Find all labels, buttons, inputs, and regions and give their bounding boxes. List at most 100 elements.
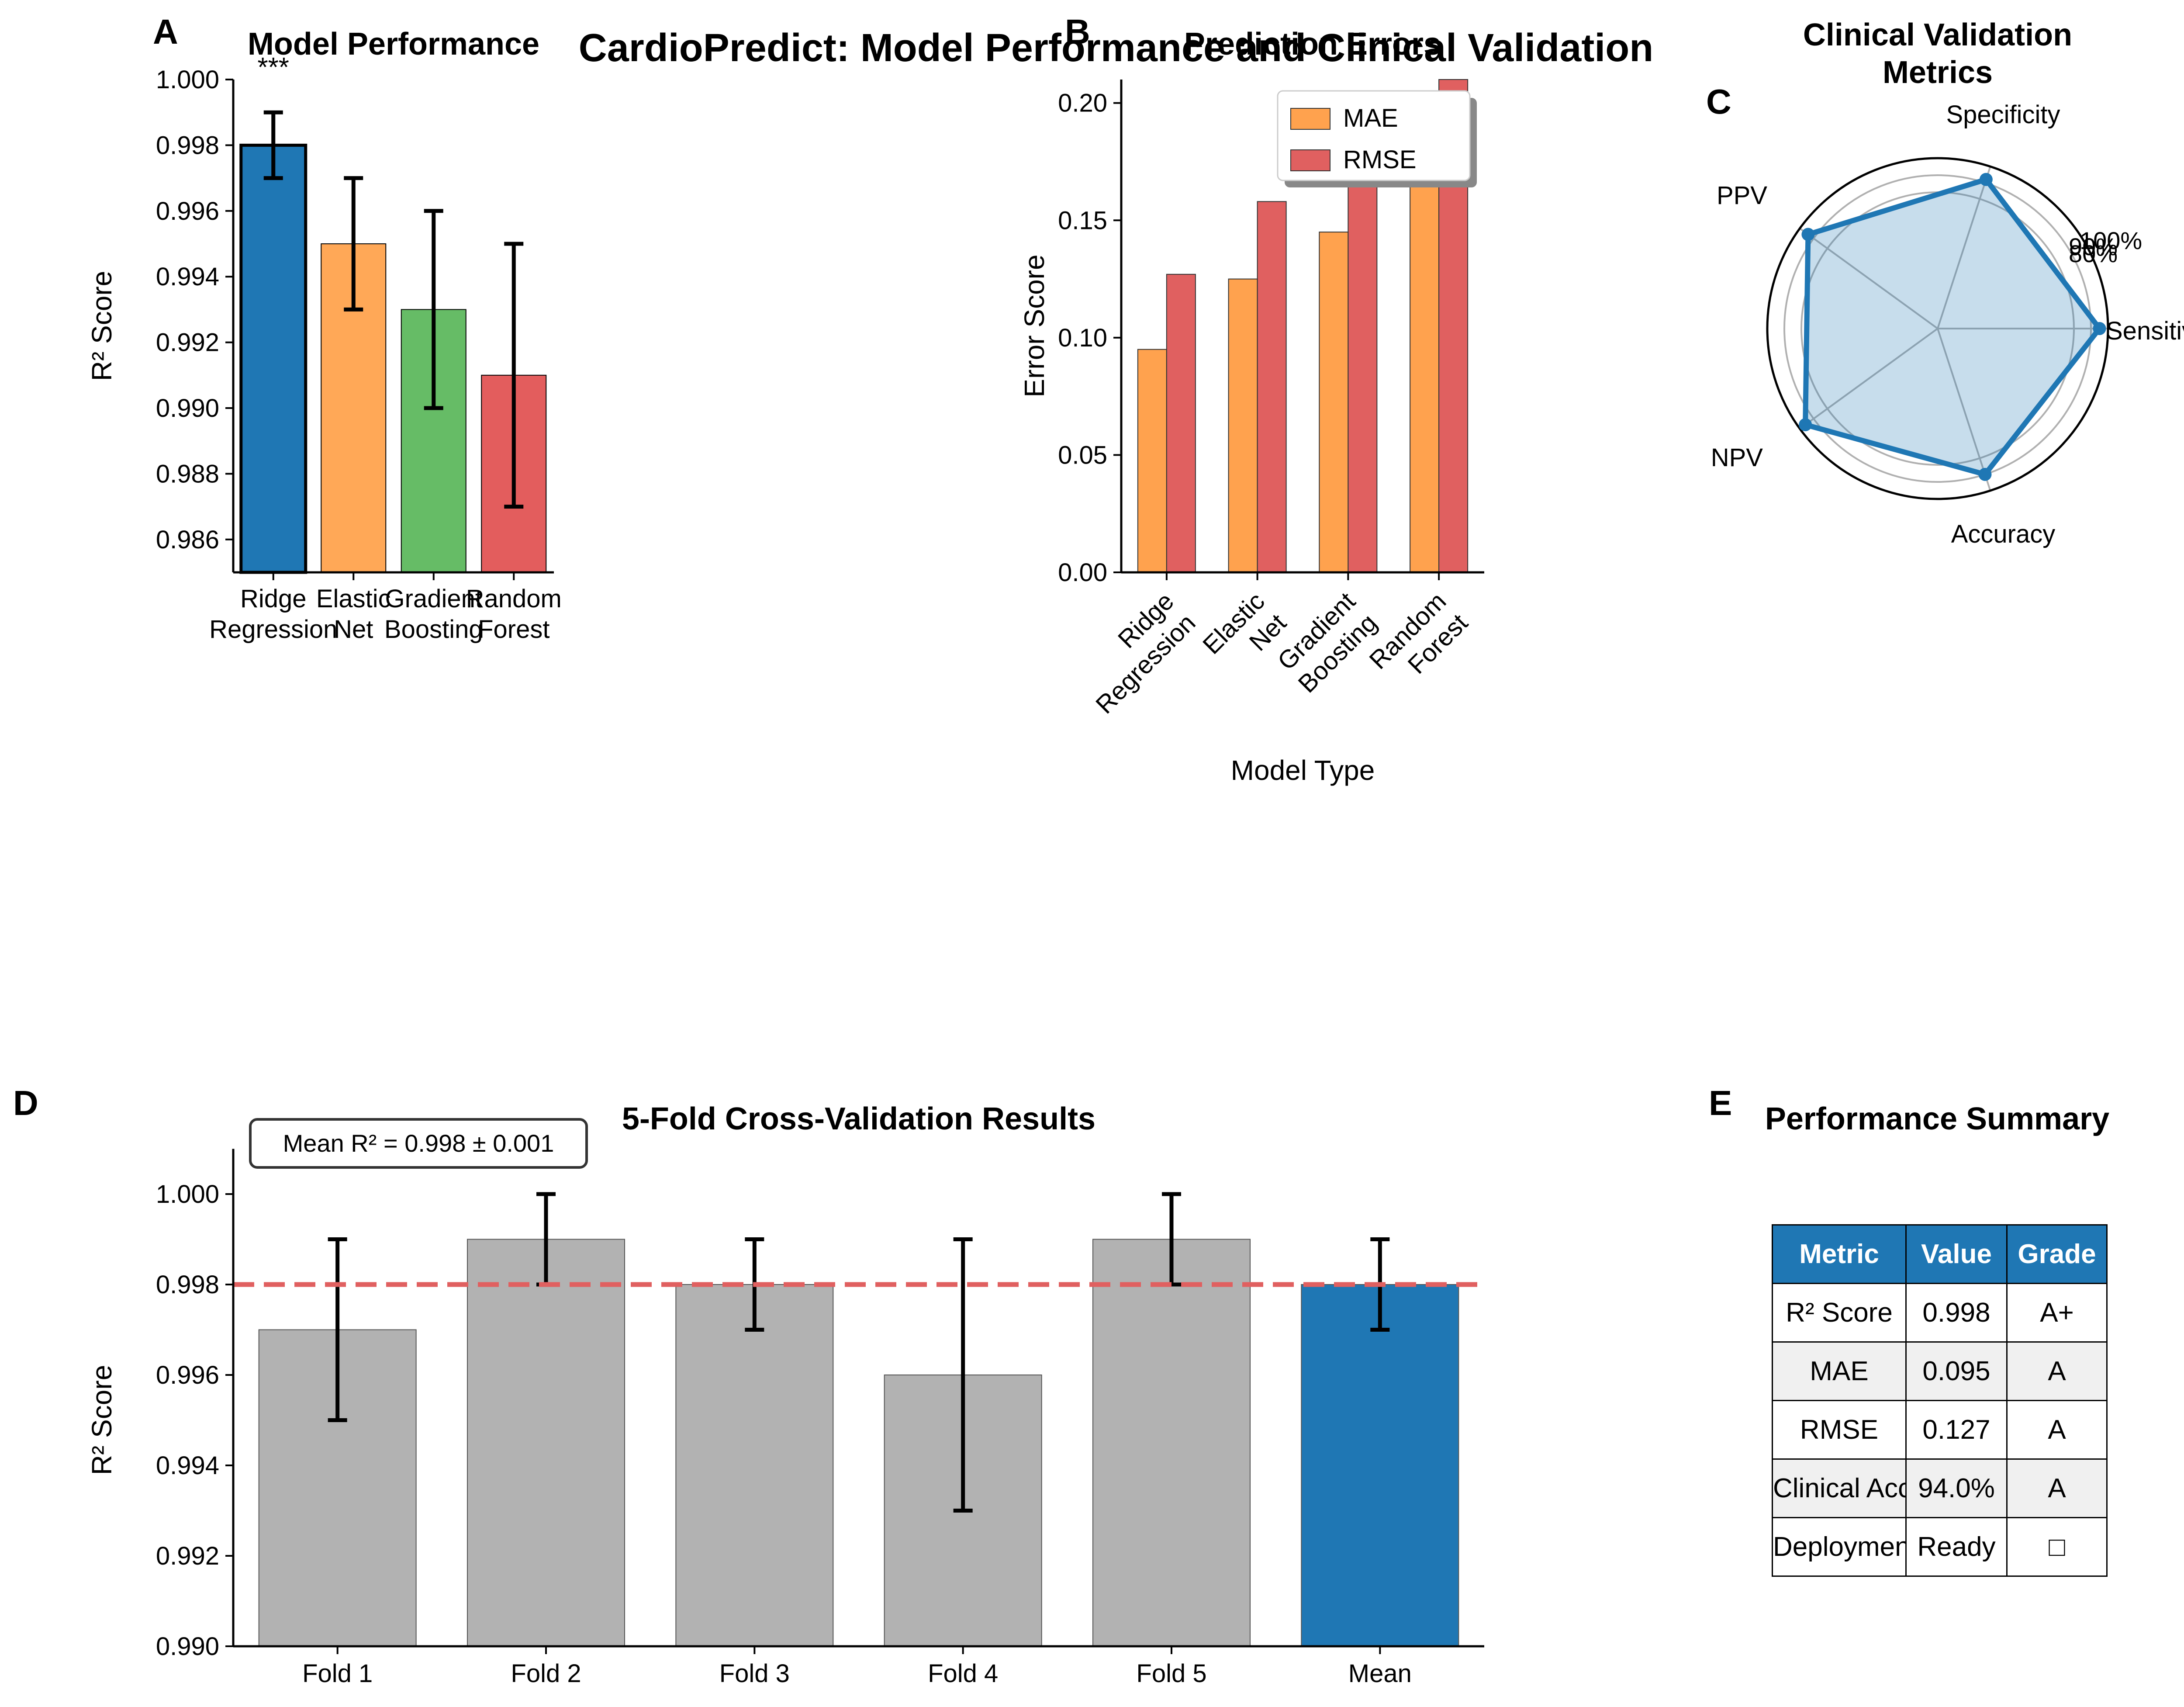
axis-label-ppv: PPV xyxy=(1717,181,1767,210)
table-row: MAE 0.095 A xyxy=(1772,1341,2108,1401)
y-axis-label: R² Score xyxy=(86,1365,117,1475)
radar-outer-ring xyxy=(1766,157,2109,500)
y-tick-label: 0.990 xyxy=(156,1632,219,1661)
table-cell-metric: R² Score xyxy=(1772,1283,1907,1343)
table-row: Deployment Ready □ xyxy=(1772,1517,2108,1577)
bar-mae-ridge-regression xyxy=(1137,349,1167,573)
radar-point-accuracy xyxy=(1978,467,1992,481)
chart-title: 5-Fold Cross-Validation Results xyxy=(622,1101,1095,1136)
radar-point-npv xyxy=(1799,418,1812,432)
performance-summary-table: Metric Value Grade R² Score 0.998 A+ MAE 0.095… xyxy=(1772,1224,2108,1577)
y-axis-label: Error Score xyxy=(1019,254,1050,397)
y-tick-label: 0.994 xyxy=(156,1451,219,1480)
legend-swatch-rmse xyxy=(1290,149,1330,171)
table-header-row: Metric Value Grade xyxy=(1772,1224,2108,1284)
y-tick-label: 0.00 xyxy=(1058,558,1107,587)
axis-label-sensitivity: Sensitivity xyxy=(2106,317,2184,345)
x-tick-label: GradientBoosting xyxy=(1271,587,1382,698)
bar-rmse-elastic-net xyxy=(1257,201,1287,573)
bar-mae-elastic-net xyxy=(1228,278,1258,573)
panel-letter-e: E xyxy=(1709,1084,1732,1122)
y-tick-label: 0.998 xyxy=(156,1271,219,1299)
y-tick-label: 0.20 xyxy=(1058,89,1107,118)
table-cell-grade: A xyxy=(2006,1400,2108,1460)
panel-letter-d: D xyxy=(13,1084,38,1122)
x-tick-label: ElasticNet xyxy=(1197,587,1292,681)
axis-label-specificity: Specificity xyxy=(1946,100,2060,129)
radial-tick-label: 100% xyxy=(2080,227,2142,254)
radial-tick-label: 80% xyxy=(2069,240,2118,267)
significance-annotation: *** xyxy=(258,52,289,83)
bar-mae-gradient-boosting xyxy=(1319,232,1349,573)
legend-label-rmse: RMSE xyxy=(1343,145,1417,174)
y-axis-label: R² Score xyxy=(86,271,117,381)
y-tick-label: 0.10 xyxy=(1058,324,1107,352)
x-tick-label: Fold 3 xyxy=(719,1659,790,1688)
bar-mean xyxy=(1301,1284,1459,1647)
table-cell-grade: A xyxy=(2006,1341,2108,1401)
figure-title: CardioPredict: Model Performance and Cli… xyxy=(579,26,1654,70)
y-tick-label: 0.05 xyxy=(1058,441,1107,469)
table-cell-metric: Clinical Accuracy xyxy=(1772,1458,1907,1518)
bar-fold-3 xyxy=(675,1284,834,1647)
summary-title: Performance Summary xyxy=(1765,1101,2109,1136)
y-tick-label: 0.998 xyxy=(156,131,219,159)
bar-rmse-ridge-regression xyxy=(1166,274,1196,573)
bar-rmse-gradient-boosting xyxy=(1348,149,1378,573)
bar-mae-random-forest xyxy=(1410,161,1440,573)
panel-letter-b: B xyxy=(1065,12,1090,51)
panel-a: A Model Performance 0.986 0.988 0.990 0.992 0.… xyxy=(86,12,562,644)
table-cell-grade: A xyxy=(2006,1458,2108,1518)
table-cell-value: Ready xyxy=(1905,1517,2008,1577)
spoke-gridline xyxy=(1799,328,1939,429)
y-tick-label: 0.990 xyxy=(156,394,219,422)
spoke-gridline xyxy=(1937,166,1991,329)
x-axis-label: Model Type xyxy=(1231,755,1375,786)
x-tick-label: Fold 1 xyxy=(302,1659,373,1688)
mean-annotation-box xyxy=(249,1118,588,1169)
y-tick-label: 0.992 xyxy=(156,329,219,357)
x-tick-label: Fold 4 xyxy=(928,1659,998,1688)
y-tick-label: 0.988 xyxy=(156,460,219,488)
panel-e: E Performance Summary xyxy=(1709,1084,2109,1136)
y-tick-label: 0.986 xyxy=(156,526,219,554)
radial-tick-label: 90% xyxy=(2069,233,2118,260)
bar-ridge-regression xyxy=(239,143,308,574)
table-cell-value: 0.127 xyxy=(1905,1400,2008,1460)
radar-point-ppv xyxy=(1801,228,1815,241)
axis-label-accuracy: Accuracy xyxy=(1951,520,2056,548)
y-tick-label: 0.992 xyxy=(156,1542,219,1570)
x-tick-label: Fold 5 xyxy=(1136,1659,1206,1688)
panel-b: B Prediction Errors 0.00 0.05 0.10 0.15 0.20 Er… xyxy=(1019,12,1484,786)
x-tick-label: Fold 2 xyxy=(511,1659,581,1688)
legend-label-mae: MAE xyxy=(1343,104,1398,132)
table-cell-grade: □ xyxy=(2006,1517,2108,1577)
radar-point-specificity xyxy=(1979,173,1993,186)
y-tick-label: 0.996 xyxy=(156,197,219,225)
y-tick-label: 0.994 xyxy=(156,263,219,291)
spoke-gridline xyxy=(1937,328,1991,491)
table-cell-grade: A+ xyxy=(2006,1283,2108,1343)
table-row: R² Score 0.998 A+ xyxy=(1772,1283,2108,1343)
x-tick-label: Mean xyxy=(1348,1659,1412,1688)
spoke-gridline xyxy=(1799,228,1939,329)
table-cell-metric: Deployment xyxy=(1772,1517,1907,1577)
table-header-grade: Grade xyxy=(2006,1224,2108,1284)
radar-series-area xyxy=(1803,177,2102,477)
table-row: Clinical Accuracy94.0%A xyxy=(1772,1458,2108,1518)
table-cell-value: 0.095 xyxy=(1905,1341,2008,1401)
legend-swatch-mae xyxy=(1290,108,1330,130)
radar-point-sensitivity xyxy=(2093,322,2106,335)
table-cell-metric: RMSE xyxy=(1772,1400,1907,1460)
panel-d: D 5-Fold Cross-Validation Results 0.990 0.9… xyxy=(13,1084,1484,1688)
y-tick-label: 0.996 xyxy=(156,1361,219,1389)
chart-title: Clinical Validation Metrics xyxy=(1803,17,2072,90)
table-row: RMSE 0.127 A xyxy=(1772,1400,2108,1460)
bar-fold-5 xyxy=(1092,1239,1251,1647)
panel-letter-c: C xyxy=(1706,82,1731,121)
table-cell-value: 94.0% xyxy=(1905,1458,2008,1518)
table-header-value: Value xyxy=(1905,1224,2008,1284)
